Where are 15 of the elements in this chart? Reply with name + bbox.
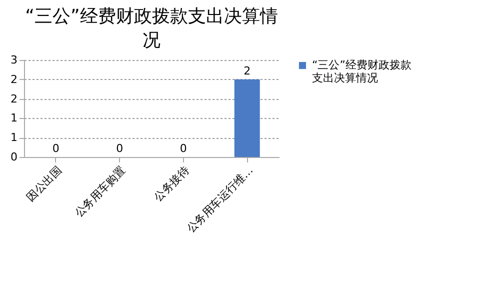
chart-title: “三公”经费财政拨款支出决算情况	[25, 6, 278, 51]
legend-label: “三公”经费财政拨款支出决算情况	[312, 58, 412, 84]
data-label: 0	[180, 142, 187, 155]
y-tick-label: 1	[10, 131, 18, 144]
y-tick-label: 0	[10, 150, 18, 164]
data-label: 2	[244, 64, 251, 78]
y-tick-label: 2	[10, 92, 18, 106]
y-tick-label: 3	[10, 54, 18, 66]
x-tick-label: 因公出国	[24, 164, 64, 204]
data-label: 0	[52, 142, 60, 155]
x-tick-label: 公务接待	[152, 164, 192, 204]
data-label: 0	[116, 142, 124, 155]
y-tick-label: 2	[10, 72, 18, 86]
y-tick-label: 1	[10, 112, 18, 125]
x-tick-label: 公务用车购置	[72, 164, 128, 220]
